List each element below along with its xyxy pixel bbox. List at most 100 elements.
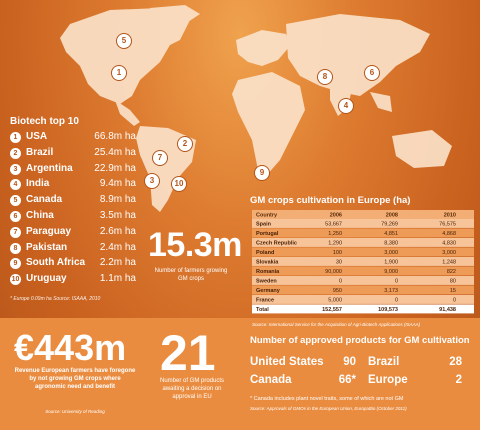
table-cell: 3,000: [384, 250, 398, 256]
table-header-cell: 2008: [386, 213, 398, 219]
top10-title: Biotech top 10: [10, 116, 79, 127]
revenue-source: Source: University of Reading: [45, 409, 105, 414]
table-cell: 3,173: [384, 288, 398, 294]
top10-list: 1 USA 66.8m ha 2 Brazil 25.4m ha 3 Argentina 22.…: [10, 131, 136, 289]
table-cell: Total: [256, 307, 269, 313]
map-marker-usa: 1: [112, 66, 126, 80]
greenland-shape: [150, 5, 200, 26]
rank-badge: 1: [10, 132, 21, 143]
table-cell: 8,380: [384, 241, 398, 247]
top10-country: China: [26, 209, 54, 221]
bottom-panel: [0, 318, 480, 430]
gm-products-count: 21: [160, 325, 216, 381]
table-cell: 0: [453, 298, 456, 304]
table-row-bg: [252, 219, 474, 228]
top10-country: USA: [26, 131, 48, 142]
table-row-bg: [252, 285, 474, 295]
table-header-cell: 2010: [444, 213, 456, 219]
north-america-shape: [60, 8, 190, 104]
top10-country: Brazil: [26, 146, 54, 158]
table-row-bg: [252, 276, 474, 285]
farmers-count: 15.3m: [148, 226, 242, 264]
table-cell: 109,573: [378, 307, 398, 313]
eu-table-source: Source: International Service for the Ac…: [252, 322, 421, 327]
table-row-bg: [252, 257, 474, 266]
table-cell: 4,830: [442, 241, 456, 247]
table-cell: Poland: [256, 250, 274, 256]
top10-country: Argentina: [26, 162, 73, 174]
table-cell: 76,575: [439, 222, 456, 228]
table-cell: 152,557: [322, 307, 342, 313]
table-cell: 1,290: [328, 241, 342, 247]
gm-products-label: Number of GM products awaiting a decisio…: [159, 378, 225, 400]
rank-badge: 9: [10, 258, 21, 270]
map-marker-india: 4: [339, 99, 353, 113]
table-cell: 0: [339, 279, 342, 285]
table-cell: 950: [333, 288, 342, 294]
top10-row: 6 China 3.5m ha: [10, 210, 136, 226]
table-cell: 9,000: [384, 269, 398, 275]
table-cell: Romania: [256, 269, 280, 275]
table-header-cell: Country: [256, 213, 278, 219]
revenue-value: €443m: [14, 327, 127, 368]
top10-country: Canada: [26, 194, 63, 206]
table-cell: 3,000: [442, 250, 456, 256]
australia-shape: [392, 130, 452, 168]
table-header-bg: [252, 210, 474, 219]
table-row-bg: [252, 238, 474, 247]
top10-value: 3.5m ha: [99, 209, 136, 221]
table-cell: 1,250: [328, 231, 342, 237]
top10-country: India: [26, 178, 50, 190]
table-row-bg: [252, 228, 474, 238]
top10-value: 8.9m ha: [99, 194, 136, 206]
top10-row: 10 Uruguay 1.1m ha: [10, 273, 136, 289]
approved-count-brazil: 28: [449, 356, 462, 368]
top10-row: 5 Canada 8.9m ha: [10, 194, 136, 210]
rank-badge: 8: [10, 242, 21, 254]
top10-row: 4 India 9.4m ha: [10, 178, 136, 194]
approved-country-brazil: Brazil: [368, 356, 400, 368]
approved-count-us: 90: [343, 356, 356, 368]
top10-row: 2 Brazil 25.4m ha: [10, 147, 136, 163]
top10-value: 2.4m ha: [99, 241, 136, 253]
rank-badge: 3: [10, 163, 21, 175]
top10-value: 9.4m ha: [99, 178, 136, 190]
table-cell: Germany: [256, 288, 281, 294]
approved-count-europe: 2: [455, 374, 462, 386]
top10-note: * Europe 0.09m ha Source: ISAAA, 2010: [10, 296, 101, 302]
approved-country-europe: Europe: [368, 374, 408, 386]
table-cell: 5,000: [328, 298, 342, 304]
approved-note: * Canada includes plant novel traits, so…: [250, 396, 404, 402]
table-row-bg: [252, 266, 474, 276]
top10-row: 1 USA 66.8m ha: [10, 131, 136, 147]
table-cell: Spain: [256, 222, 272, 228]
approved-count-canada: 66*: [338, 374, 356, 386]
top10-country: Uruguay: [26, 273, 67, 285]
table-cell: France: [256, 298, 274, 304]
revenue-label: Revenue European farmers have foregone b…: [14, 368, 136, 390]
africa-shape: [232, 72, 305, 176]
table-cell: 80: [450, 279, 456, 285]
top10-country: Pakistan: [26, 241, 68, 253]
table-row-bg: [252, 295, 474, 304]
top10-value: 66.8m ha: [94, 131, 136, 142]
table-row-bg: [252, 304, 474, 314]
europe-shape: [236, 30, 290, 66]
table-cell: 4,868: [442, 231, 456, 237]
table-cell: Sweden: [256, 279, 277, 285]
map-marker-paraguay: 7: [153, 151, 167, 165]
map-marker-canada: 5: [117, 34, 131, 48]
table-cell: 53,667: [325, 222, 342, 228]
table-cell: 79,269: [381, 222, 398, 228]
top10-value: 2.2m ha: [99, 257, 136, 269]
top10-country: Paraguay: [26, 225, 72, 237]
rank-badge: 6: [10, 210, 21, 222]
eu-table-title: GM crops cultivation in Europe (ha): [250, 195, 411, 206]
top10-row: 9 South Africa 2.2m ha: [10, 257, 136, 273]
farmers-label: Number of farmers growing GM crops: [154, 268, 228, 282]
top10-value: 1.1m ha: [99, 273, 136, 285]
top10-row: 8 Pakistan 2.4m ha: [10, 242, 136, 258]
table-cell: 91,438: [439, 307, 456, 313]
approved-country-canada: Canada: [250, 374, 292, 386]
